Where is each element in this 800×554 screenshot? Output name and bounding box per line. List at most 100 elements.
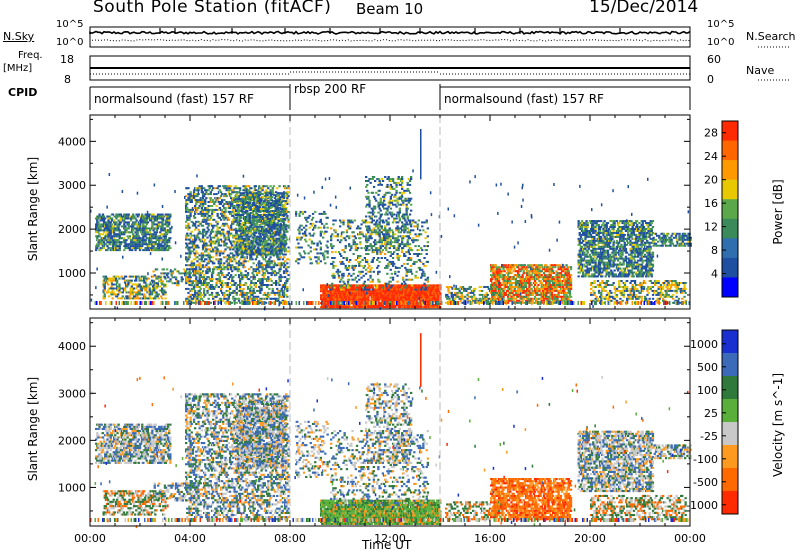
power-cell [276, 221, 279, 224]
power-cell [420, 304, 423, 307]
power-cell [188, 284, 191, 286]
power-cell [215, 240, 218, 243]
station-title: South Pole Station (fitACF) [93, 0, 332, 17]
power-cell [204, 238, 207, 241]
power-cell [227, 226, 230, 229]
power-cell [212, 278, 215, 281]
power-cell [250, 204, 253, 207]
power-cell [253, 247, 256, 250]
power-cell [268, 246, 271, 249]
power-cell [236, 196, 239, 199]
power-cell [189, 295, 192, 298]
power-cell [282, 289, 286, 292]
power-cell [380, 302, 383, 305]
power-cell [353, 288, 356, 291]
power-cell [381, 304, 385, 307]
power-cell [114, 239, 117, 242]
power-cell [286, 278, 289, 281]
power-cell [300, 256, 303, 259]
power-cell [151, 223, 154, 226]
power-cell [123, 239, 126, 242]
power-cell [317, 262, 320, 265]
power-cell [203, 228, 206, 231]
power-cell [191, 282, 195, 284]
power-cell [110, 237, 114, 240]
power-cell [255, 217, 258, 220]
power-cell [255, 297, 259, 300]
power-cell [168, 217, 171, 220]
power-cell [98, 213, 101, 216]
power-cell [96, 245, 99, 248]
power-cell [153, 247, 156, 250]
power-cell [196, 252, 199, 255]
power-cell [237, 191, 241, 194]
power-cell [353, 284, 356, 287]
power-cell [258, 232, 261, 235]
power-cell [188, 270, 191, 273]
power-cell [199, 287, 202, 290]
power-cell [302, 226, 306, 229]
power-cell [269, 237, 273, 240]
freq-label: Freq. [18, 50, 43, 61]
power-cell [269, 210, 273, 212]
power-cell [108, 235, 111, 238]
power-cell [267, 242, 270, 245]
power-cell [353, 296, 356, 299]
power-cell [253, 187, 256, 190]
power-cell [102, 281, 105, 284]
power-cell [123, 219, 126, 222]
power-cell [254, 284, 257, 286]
power-cell [241, 233, 244, 236]
power-cell [243, 256, 246, 259]
power-cell [216, 197, 219, 200]
power-cell [138, 283, 141, 286]
power-cell [141, 213, 144, 216]
power-cell [226, 224, 229, 227]
power-cell [263, 239, 266, 242]
power-cell [155, 247, 158, 250]
power-cell [195, 207, 198, 209]
power-cell [233, 284, 236, 286]
power-cell [169, 227, 172, 230]
power-cell [149, 231, 152, 234]
power-cell [227, 278, 230, 281]
power-cell [300, 246, 303, 249]
power-cell [133, 247, 136, 250]
power-cell [376, 290, 379, 293]
power-cell [241, 276, 244, 279]
power-cell [286, 216, 289, 219]
power-cell [322, 306, 325, 309]
power-cell [386, 290, 389, 293]
power-cell [359, 298, 362, 301]
power-cell [148, 293, 151, 296]
power-cell [231, 301, 234, 304]
power-cell [316, 252, 319, 255]
power-cell [185, 256, 188, 259]
power-cell [200, 197, 203, 200]
power-cell [201, 234, 205, 237]
power-cell [102, 241, 106, 244]
power-cell [271, 189, 274, 192]
power-cell [209, 232, 212, 235]
power-cell [198, 282, 201, 284]
power-cell [247, 206, 250, 209]
power-cell [120, 233, 124, 236]
power-cell [238, 229, 241, 232]
power-cell [407, 298, 410, 301]
power-cell [151, 213, 154, 216]
power-cell [216, 291, 219, 294]
power-cell [280, 249, 283, 252]
power-cell [152, 233, 155, 236]
power-cell [224, 207, 227, 209]
power-cell [116, 213, 119, 216]
power-cell [190, 287, 193, 290]
power-cell [198, 205, 201, 207]
power-cell [207, 193, 210, 196]
power-cell [167, 249, 170, 252]
power-cell [186, 187, 189, 190]
power-cell [222, 264, 225, 267]
power-cell [233, 205, 236, 207]
power-cell [166, 268, 169, 271]
power-cell [206, 254, 209, 257]
power-cell [190, 208, 193, 211]
